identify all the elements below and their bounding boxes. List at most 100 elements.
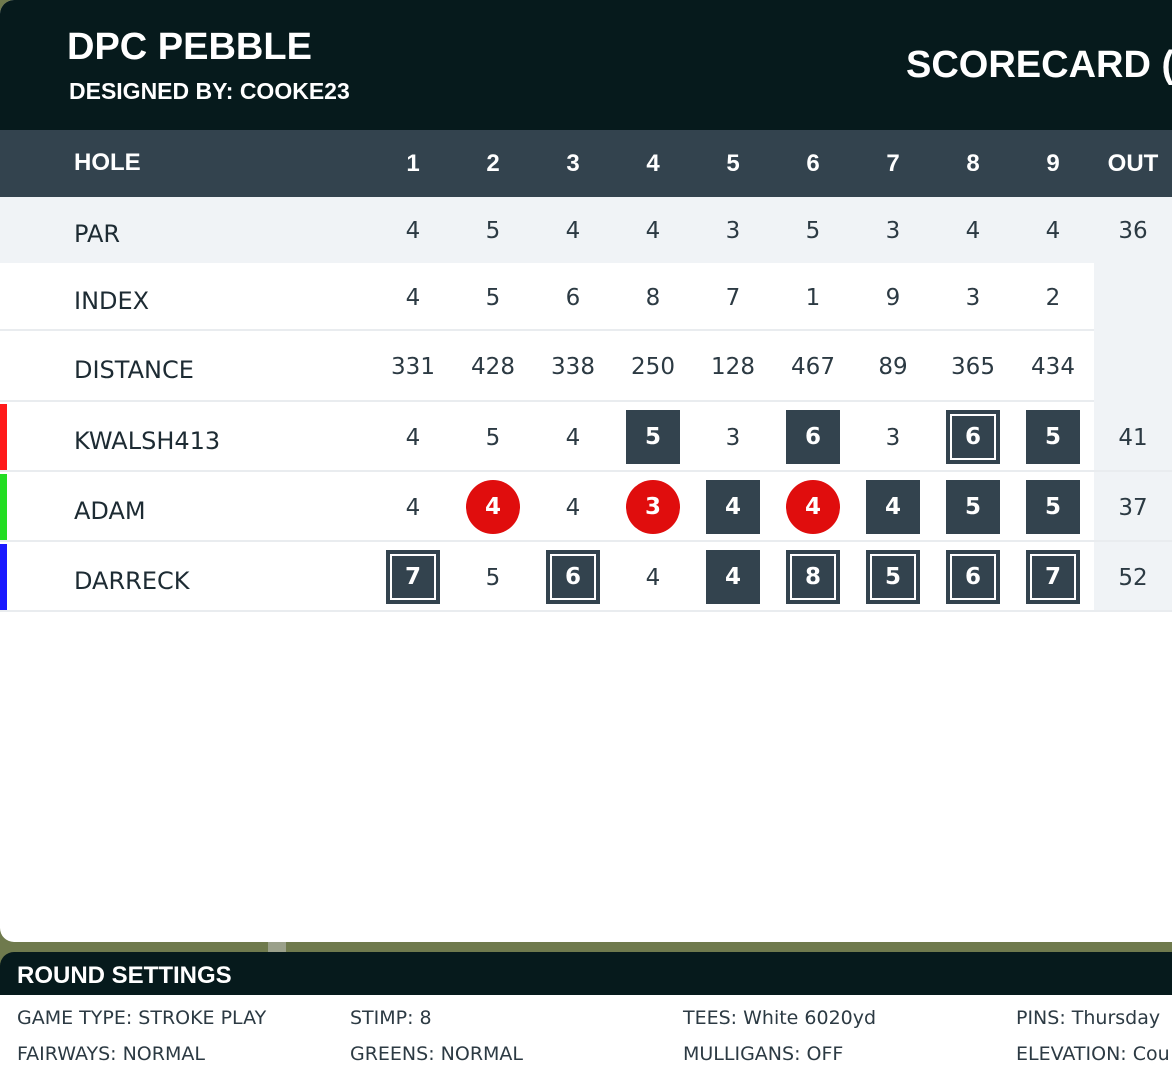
- index-label: INDEX: [74, 287, 150, 315]
- round-settings-title: ROUND SETTINGS: [17, 962, 232, 989]
- par-value: 5: [805, 218, 821, 244]
- hole-number: 8: [966, 150, 980, 177]
- hole-label: HOLE: [74, 149, 141, 176]
- distance-value: 365: [951, 354, 995, 380]
- score: 4: [884, 494, 901, 520]
- hole-number: 4: [646, 150, 660, 177]
- score: 5: [1044, 424, 1061, 450]
- score: 4: [565, 495, 581, 521]
- par-out: 36: [1118, 218, 1148, 244]
- hole-number: 1: [406, 150, 420, 177]
- scorecard-title: SCORECARD (E: [906, 44, 1172, 86]
- score: 3: [725, 425, 741, 451]
- index-value: 6: [565, 285, 581, 311]
- hole-number: 5: [726, 150, 740, 177]
- index-value: 1: [805, 285, 821, 311]
- par-row: PAR 4 5 4 4 3 5 3 4 4 36: [0, 197, 1172, 263]
- player-out-total: 37: [1118, 495, 1148, 521]
- score: 8: [804, 564, 821, 590]
- score: 5: [485, 425, 501, 451]
- setting-elevation: ELEVATION: Cou: [1016, 1043, 1170, 1065]
- player-out-total: 52: [1118, 565, 1148, 591]
- scorecard-panel: DPC PEBBLE DESIGNED BY: COOKE23 SCORECAR…: [0, 0, 1172, 942]
- background-strip: [268, 942, 286, 952]
- score-double-bogey: 6: [546, 550, 600, 604]
- score-bogey: 5: [946, 480, 1000, 534]
- index-value: 5: [485, 285, 501, 311]
- index-value: 9: [885, 285, 901, 311]
- score-bogey: 4: [706, 550, 760, 604]
- distance-value: 434: [1031, 354, 1075, 380]
- player-color-bar: [0, 404, 7, 470]
- hole-number: 6: [806, 150, 820, 177]
- index-value: 4: [405, 285, 421, 311]
- setting-game-type: GAME TYPE: STROKE PLAY: [17, 1007, 267, 1029]
- round-settings-panel: GAME TYPE: STROKE PLAY STIMP: 8 TEES: Wh…: [0, 995, 1172, 1087]
- score-bogey: 5: [626, 410, 680, 464]
- par-value: 4: [1045, 218, 1061, 244]
- player-name: DARRECK: [74, 567, 190, 595]
- setting-tees: TEES: White 6020yd: [683, 1007, 877, 1029]
- score: 4: [645, 565, 661, 591]
- score: 6: [964, 564, 981, 590]
- index-value: 3: [965, 285, 981, 311]
- distance-value: 428: [471, 354, 515, 380]
- distance-row: DISTANCE 331 428 338 250 128 467 89 365 …: [0, 331, 1172, 402]
- score: 7: [404, 564, 421, 590]
- score: 6: [964, 424, 981, 450]
- player-color-bar: [0, 474, 7, 540]
- hole-number: 7: [886, 150, 900, 177]
- par-value: 4: [405, 218, 421, 244]
- course-name: DPC PEBBLE: [67, 26, 312, 68]
- setting-fairways: FAIRWAYS: NORMAL: [17, 1043, 205, 1065]
- player-row: ADAM 4 4 4 3 4 4 4 5 5 37: [0, 472, 1172, 542]
- distance-value: 89: [878, 354, 908, 380]
- par-value: 3: [725, 218, 741, 244]
- par-value: 3: [885, 218, 901, 244]
- score: 3: [644, 494, 661, 520]
- score-double-bogey: 7: [386, 550, 440, 604]
- score: 5: [644, 424, 661, 450]
- setting-greens: GREENS: NORMAL: [350, 1043, 523, 1065]
- score-double-bogey: 6: [946, 410, 1000, 464]
- score: 4: [804, 494, 821, 520]
- setting-stimp: STIMP: 8: [350, 1007, 432, 1029]
- index-row: INDEX 4 5 6 8 7 1 9 3 2: [0, 263, 1172, 331]
- score-double-bogey: 8: [786, 550, 840, 604]
- score-birdie: 4: [786, 480, 840, 534]
- out-header: OUT: [1107, 150, 1159, 177]
- score: 4: [405, 425, 421, 451]
- score-birdie: 4: [466, 480, 520, 534]
- distance-value: 338: [551, 354, 595, 380]
- score: 5: [485, 565, 501, 591]
- score: 4: [724, 564, 741, 590]
- setting-mulligans: MULLIGANS: OFF: [683, 1043, 844, 1065]
- score: 7: [1044, 564, 1061, 590]
- hole-number: 2: [486, 150, 500, 177]
- score: 5: [1044, 494, 1061, 520]
- score: 6: [804, 424, 821, 450]
- scorecard-header: DPC PEBBLE DESIGNED BY: COOKE23 SCORECAR…: [0, 0, 1172, 130]
- par-label: PAR: [74, 220, 121, 248]
- player-color-bar: [0, 544, 7, 610]
- distance-label: DISTANCE: [74, 356, 194, 384]
- score-double-bogey: 6: [946, 550, 1000, 604]
- index-value: 8: [645, 285, 661, 311]
- player-row: KWALSH413 4 5 4 5 3 6 3 6 5 41: [0, 402, 1172, 472]
- course-designer: DESIGNED BY: COOKE23: [69, 78, 350, 104]
- index-value: 7: [725, 285, 741, 311]
- score-birdie: 3: [626, 480, 680, 534]
- score: 4: [484, 494, 501, 520]
- hole-number: 9: [1046, 150, 1060, 177]
- score-bogey: 5: [1026, 480, 1080, 534]
- score-bogey: 5: [1026, 410, 1080, 464]
- score: 4: [724, 494, 741, 520]
- distance-value: 128: [711, 354, 755, 380]
- score-bogey: 4: [706, 480, 760, 534]
- distance-value: 250: [631, 354, 675, 380]
- hole-row: HOLE 1 2 3 4 5 6 7 8 9 OUT: [0, 130, 1172, 197]
- par-value: 4: [565, 218, 581, 244]
- score: 3: [885, 425, 901, 451]
- distance-value: 467: [791, 354, 835, 380]
- score: 5: [884, 564, 901, 590]
